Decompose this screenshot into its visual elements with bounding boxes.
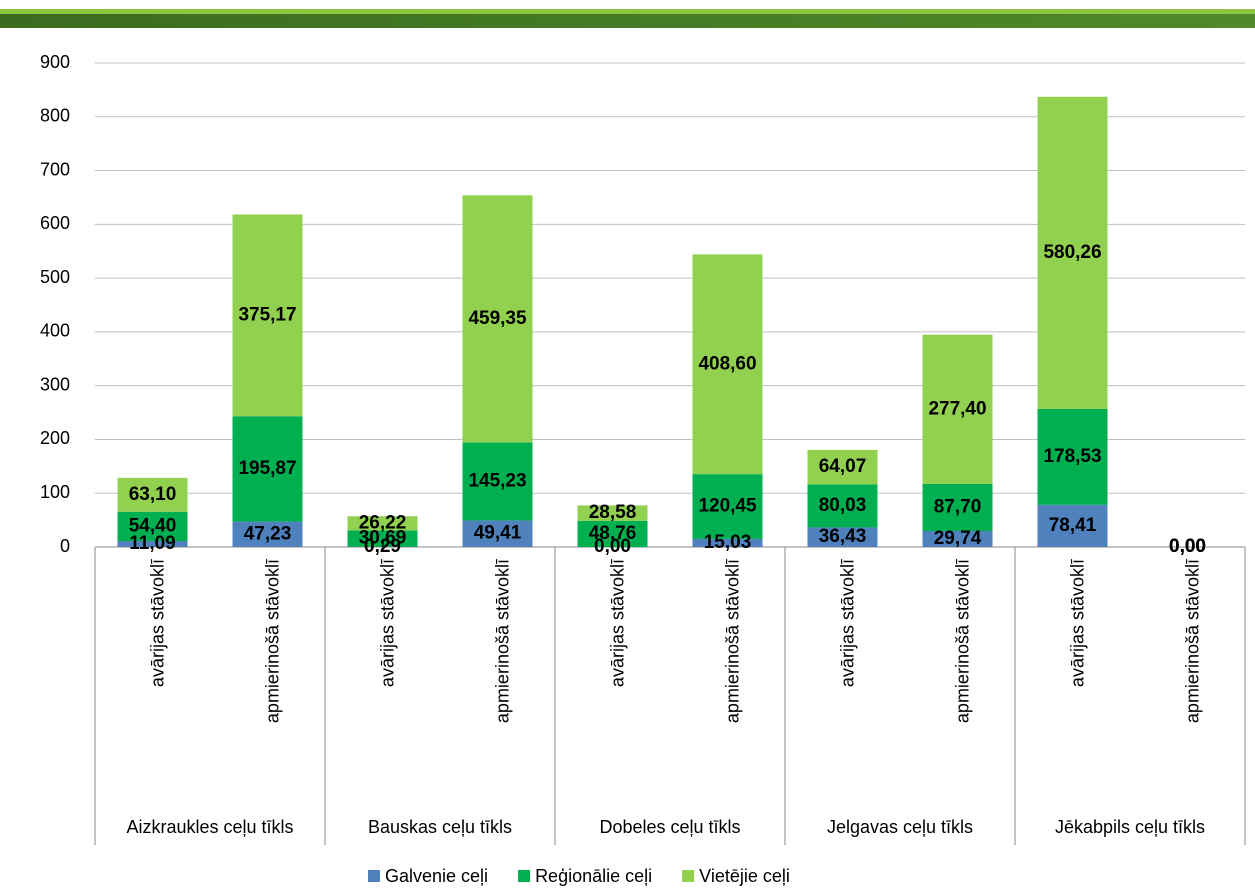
value-label: 195,87 [238,458,296,479]
y-tick-label: 600 [40,213,70,233]
y-tick-label: 0 [60,536,70,556]
value-label: 0,00 [1169,536,1206,557]
group-label: Jelgavas ceļu tīkls [827,817,973,837]
y-tick-label: 100 [40,482,70,502]
bar-segment [922,531,993,547]
value-label: 63,10 [129,484,177,505]
value-label: 0,00 [594,536,631,557]
value-label: 145,23 [468,470,526,491]
y-tick-label: 700 [40,159,70,179]
header-band [0,14,1255,28]
value-label: 48,76 [589,523,637,544]
bar-segment [577,520,648,547]
bar-segment [807,484,878,528]
value-label: 36,43 [819,526,867,547]
value-label: 15,03 [704,532,752,553]
header-band [0,9,1255,14]
value-label: 0,00 [1169,536,1206,557]
value-label: 0,00 [1169,536,1206,557]
value-label: 120,45 [698,496,757,517]
x-tick-label: avārijas stāvoklī [1067,559,1087,687]
value-label: 28,58 [589,502,637,523]
value-label: 29,74 [934,528,982,549]
bar-segment [692,474,763,539]
value-label: 459,35 [468,308,527,329]
bar-segment [232,214,303,417]
group-label: Dobeles ceļu tīkls [599,817,740,837]
value-label: 47,23 [244,523,292,544]
value-label: 26,22 [359,512,407,533]
value-label: 0,29 [364,536,401,557]
legend-label: Reģionālie ceļi [535,866,652,886]
value-label: 178,53 [1043,446,1101,467]
value-label: 277,40 [928,398,986,419]
x-tick-label: apmierinošā stāvoklī [492,559,512,723]
y-tick-label: 900 [40,52,70,72]
value-label: 30,69 [359,528,407,549]
y-tick-label: 300 [40,374,70,394]
legend-swatch [368,870,380,882]
x-tick-label: avārijas stāvoklī [147,559,167,687]
value-label: 49,41 [474,523,522,544]
x-tick-label: apmierinošā stāvoklī [1182,559,1202,723]
bar-segment [577,505,648,521]
bar-segment [692,538,763,547]
value-label: 580,26 [1043,242,1101,263]
bar-segment [1037,96,1108,409]
bar-segment [462,195,533,443]
bar-segment [922,334,993,484]
y-tick-label: 500 [40,267,70,287]
legend-label: Galvenie ceļi [385,866,488,886]
bar-segment [462,442,533,521]
x-tick-label: apmierinošā stāvoklī [262,559,282,723]
legend-swatch [682,870,695,882]
y-tick-label: 400 [40,321,70,341]
value-label: 87,70 [934,496,982,517]
value-label: 64,07 [819,456,867,477]
bar-segment [1037,408,1108,505]
y-tick-label: 800 [40,106,70,126]
group-label: Jēkabpils ceļu tīkls [1055,817,1205,837]
bar-segment [347,530,418,547]
value-label: 11,09 [129,533,176,554]
bar-segment [347,516,418,531]
bar-segment [692,254,763,475]
value-label: 375,17 [238,304,296,325]
legend-swatch [518,870,531,882]
value-label: 54,40 [129,515,177,536]
bar-segment [117,511,188,542]
bar-segment [232,521,303,547]
value-label: 408,60 [698,353,756,374]
bar-segment [117,477,188,512]
bar-segment [807,527,878,547]
group-label: Bauskas ceļu tīkls [368,817,512,837]
group-label: Aizkraukles ceļu tīkls [126,817,293,837]
value-label: 78,41 [1049,515,1097,536]
x-tick-label: avārijas stāvoklī [837,559,857,687]
x-tick-label: apmierinošā stāvoklī [952,559,972,723]
x-tick-label: avārijas stāvoklī [607,559,627,687]
bar-segment [1037,504,1108,547]
y-tick-label: 200 [40,428,70,448]
legend-label: Vietējie ceļi [699,866,790,886]
x-tick-label: apmierinošā stāvoklī [722,559,742,723]
bar-segment [922,483,993,532]
bar-segment [232,416,303,522]
value-label: 80,03 [819,495,867,516]
bar-segment [462,520,533,547]
bar-segment [117,541,188,547]
bar-segment [807,449,878,485]
x-tick-label: avārijas stāvoklī [377,559,397,687]
